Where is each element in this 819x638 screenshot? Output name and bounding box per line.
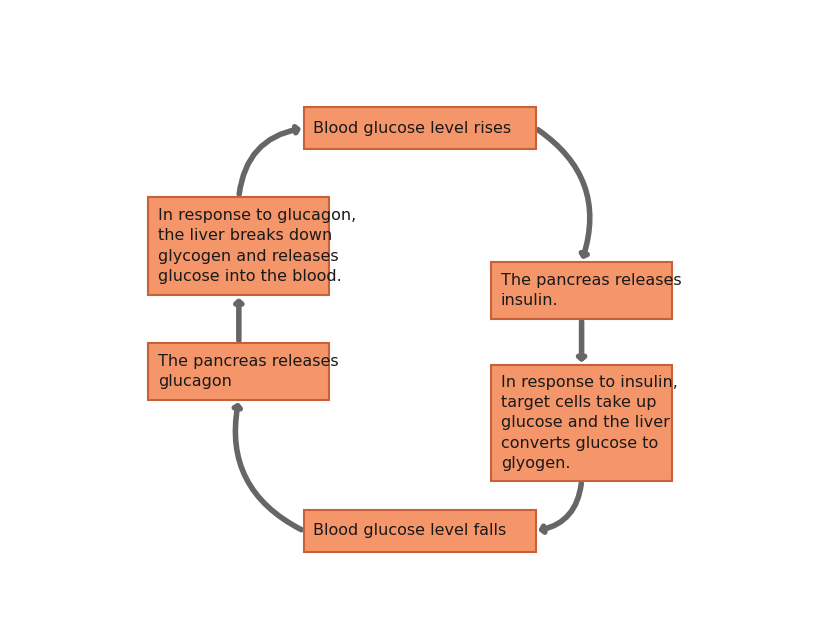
- FancyBboxPatch shape: [304, 510, 536, 552]
- Text: Blood glucose level rises: Blood glucose level rises: [314, 121, 512, 136]
- FancyBboxPatch shape: [491, 262, 672, 318]
- FancyBboxPatch shape: [148, 343, 329, 399]
- Text: Blood glucose level falls: Blood glucose level falls: [314, 523, 507, 538]
- FancyBboxPatch shape: [148, 197, 329, 295]
- FancyBboxPatch shape: [304, 107, 536, 149]
- Text: In response to insulin,
target cells take up
glucose and the liver
converts gluc: In response to insulin, target cells tak…: [500, 375, 677, 471]
- Text: The pancreas releases
glucagon: The pancreas releases glucagon: [158, 353, 338, 389]
- Text: The pancreas releases
insulin.: The pancreas releases insulin.: [500, 272, 681, 308]
- FancyBboxPatch shape: [491, 365, 672, 480]
- Text: In response to glucagon,
the liver breaks down
glycogen and releases
glucose int: In response to glucagon, the liver break…: [158, 208, 356, 284]
